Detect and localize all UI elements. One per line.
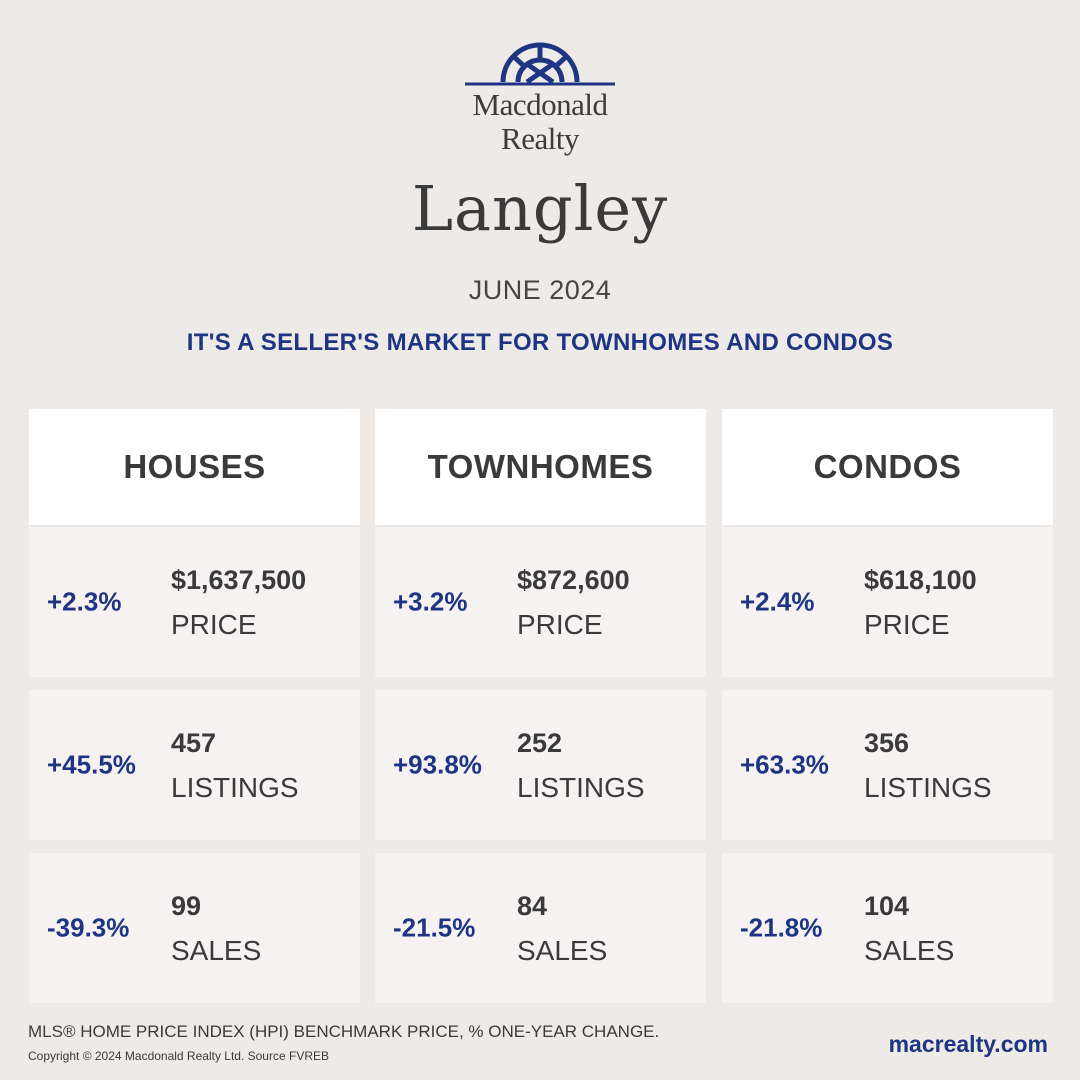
price-label: PRICE [864,609,950,640]
sunburst-arch-logo-icon [465,42,615,86]
price-value: $872,600 [517,565,630,595]
price-card: +2.4% $618,100 PRICE [722,527,1053,677]
listings-card: +93.8% 252 LISTINGS [375,690,706,840]
price-change: +2.3% [47,586,122,617]
sales-change: -39.3% [47,912,130,943]
price-card: +3.2% $872,600 PRICE [375,527,706,677]
price-label: PRICE [517,609,603,640]
city-title: Langley [411,172,669,245]
townhomes-column: TOWNHOMES +3.2% $872,600 PRICE +93.8% 25… [375,409,706,1003]
houses-column: HOUSES +2.3% $1,637,500 PRICE +45.5% 457… [29,409,360,1003]
listings-label: LISTINGS [517,772,645,803]
sales-label: SALES [517,935,608,966]
sales-value: 99 [171,891,202,921]
price-change: +3.2% [393,586,468,617]
sales-label: SALES [171,935,262,966]
sales-label: SALES [864,935,955,966]
price-label: PRICE [171,609,257,640]
listings-change: +63.3% [740,749,829,780]
listings-label: LISTINGS [171,772,299,803]
column-title: CONDOS [722,409,1053,525]
website-link[interactable]: macrealty.com [888,1031,1048,1057]
price-change: +2.4% [740,586,815,617]
condos-column: CONDOS +2.4% $618,100 PRICE +63.3% 356 L… [722,409,1053,1003]
listings-value: 457 [171,728,217,758]
listings-card: +45.5% 457 LISTINGS [29,690,360,840]
sales-card: -39.3% 99 SALES [29,853,360,1003]
column-title: TOWNHOMES [375,409,706,525]
sales-change: -21.5% [393,912,476,943]
market-headline: IT'S A SELLER'S MARKET FOR TOWNHOMES AND… [186,329,894,356]
footer-note: MLS® HOME PRICE INDEX (HPI) BENCHMARK PR… [28,1022,660,1041]
brand-name-line1: Macdonald [472,87,608,122]
listings-label: LISTINGS [864,772,992,803]
footer-copyright: Copyright © 2024 Macdonald Realty Ltd. S… [28,1049,329,1063]
listings-change: +93.8% [393,749,482,780]
listings-value: 252 [517,728,563,758]
listings-change: +45.5% [47,749,136,780]
sales-card: -21.8% 104 SALES [722,853,1053,1003]
brand-name-line2: Realty [501,121,579,156]
column-title: HOUSES [29,409,360,525]
listings-card: +63.3% 356 LISTINGS [722,690,1053,840]
price-card: +2.3% $1,637,500 PRICE [29,527,360,677]
price-value: $1,637,500 [171,565,307,595]
sales-value: 84 [517,891,548,921]
report-month: JUNE 2024 [468,275,612,305]
sales-change: -21.8% [740,912,823,943]
sales-card: -21.5% 84 SALES [375,853,706,1003]
price-value: $618,100 [864,565,977,595]
brand-logo: Macdonald Realty [0,38,1080,156]
listings-value: 356 [864,728,910,758]
sales-value: 104 [864,891,910,921]
